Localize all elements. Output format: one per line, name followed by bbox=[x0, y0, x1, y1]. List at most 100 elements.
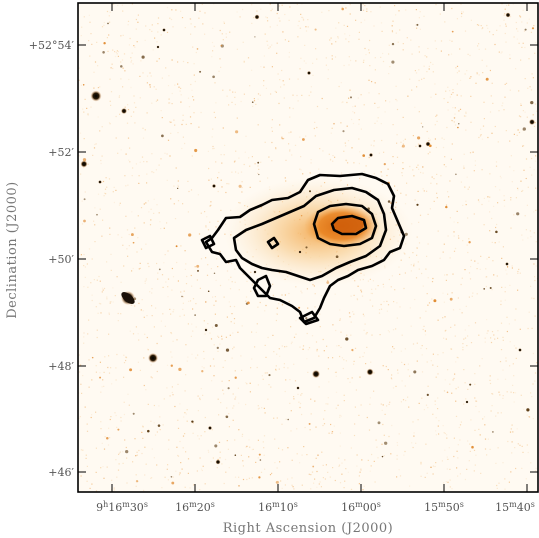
noise-speck bbox=[504, 478, 506, 480]
noise-speck bbox=[193, 484, 195, 486]
noise-speck bbox=[145, 243, 147, 245]
noise-speck bbox=[379, 6, 381, 8]
noise-speck bbox=[523, 408, 525, 410]
noise-speck bbox=[236, 117, 238, 119]
noise-speck bbox=[241, 433, 244, 435]
noise-speck bbox=[329, 476, 331, 478]
noise-speck bbox=[381, 175, 383, 177]
noise-speck bbox=[468, 238, 470, 240]
noise-speck bbox=[88, 359, 90, 361]
noise-speck bbox=[396, 108, 399, 111]
noise-speck bbox=[445, 90, 447, 92]
noise-speck bbox=[95, 490, 98, 492]
noise-speck bbox=[304, 426, 306, 429]
noise-speck bbox=[168, 448, 170, 450]
noise-speck bbox=[402, 140, 405, 142]
noise-speck bbox=[128, 44, 130, 46]
noise-speck bbox=[250, 271, 252, 273]
noise-speck bbox=[219, 250, 221, 253]
noise-speck bbox=[362, 355, 364, 358]
noise-speck bbox=[191, 89, 193, 91]
noise-speck bbox=[370, 292, 372, 294]
noise-speck bbox=[434, 124, 436, 126]
noise-speck bbox=[473, 170, 475, 172]
noise-speck bbox=[228, 467, 230, 469]
noise-speck bbox=[517, 129, 519, 131]
noise-speck bbox=[128, 245, 130, 247]
noise-speck bbox=[447, 101, 449, 103]
noise-speck bbox=[100, 428, 102, 430]
noise-speck bbox=[151, 377, 153, 379]
noise-speck bbox=[485, 276, 487, 278]
noise-speck bbox=[131, 211, 133, 213]
noise-speck bbox=[380, 403, 382, 405]
noise-speck bbox=[496, 484, 498, 487]
noise-speck bbox=[127, 24, 129, 26]
noise-speck bbox=[221, 338, 223, 340]
noise-speck bbox=[504, 32, 506, 35]
noise-speck bbox=[185, 123, 187, 125]
noise-speck bbox=[363, 352, 365, 354]
noise-speck bbox=[299, 402, 302, 405]
noise-speck bbox=[296, 94, 298, 97]
noise-speck bbox=[268, 156, 270, 158]
noise-speck bbox=[247, 57, 250, 59]
noise-speck bbox=[182, 203, 184, 205]
noise-speck bbox=[146, 336, 148, 339]
noise-speck bbox=[524, 111, 526, 113]
noise-speck bbox=[177, 83, 179, 85]
noise-speck bbox=[343, 394, 345, 396]
noise-speck bbox=[198, 126, 200, 128]
noise-speck bbox=[332, 160, 334, 162]
noise-speck bbox=[520, 103, 522, 105]
noise-speck bbox=[279, 20, 281, 22]
noise-speck bbox=[127, 255, 129, 257]
noise-speck bbox=[260, 471, 263, 473]
noise-speck bbox=[101, 155, 103, 157]
noise-speck bbox=[489, 111, 492, 113]
noise-speck bbox=[195, 51, 197, 54]
noise-speck bbox=[449, 468, 451, 470]
star-point bbox=[529, 119, 535, 125]
noise-speck bbox=[327, 403, 329, 405]
noise-speck bbox=[409, 307, 411, 309]
noise-speck bbox=[118, 95, 121, 97]
noise-speck bbox=[515, 197, 517, 199]
noise-speck bbox=[455, 67, 457, 69]
noise-speck bbox=[402, 399, 405, 401]
noise-speck bbox=[252, 448, 254, 450]
noise-speck bbox=[240, 454, 242, 456]
noise-speck bbox=[370, 361, 372, 363]
noise-speck bbox=[167, 286, 169, 288]
noise-speck bbox=[458, 70, 460, 72]
noise-speck bbox=[433, 200, 435, 202]
noise-speck bbox=[369, 299, 371, 301]
noise-speck bbox=[98, 275, 100, 278]
noise-speck bbox=[423, 77, 425, 79]
noise-speck bbox=[528, 416, 530, 418]
noise-speck bbox=[269, 46, 271, 48]
noise-speck bbox=[502, 102, 504, 104]
noise-speck bbox=[83, 342, 85, 344]
noise-speck bbox=[528, 18, 530, 20]
noise-speck bbox=[534, 276, 536, 278]
noise-speck bbox=[349, 89, 351, 91]
noise-speck bbox=[388, 44, 390, 46]
noise-speck bbox=[177, 454, 179, 457]
noise-speck bbox=[523, 30, 526, 32]
noise-speck bbox=[361, 459, 363, 461]
noise-speck bbox=[477, 262, 479, 264]
noise-speck bbox=[98, 302, 101, 305]
noise-speck bbox=[310, 162, 312, 164]
noise-speck bbox=[359, 177, 361, 179]
noise-speck bbox=[147, 349, 149, 351]
noise-speck bbox=[414, 298, 416, 301]
noise-speck bbox=[513, 392, 515, 394]
noise-speck bbox=[322, 150, 324, 152]
noise-speck bbox=[363, 329, 365, 331]
noise-speck bbox=[94, 241, 96, 243]
noise-speck bbox=[487, 27, 489, 29]
noise-speck bbox=[449, 257, 451, 259]
noise-speck bbox=[295, 333, 297, 335]
noise-speck bbox=[204, 483, 206, 485]
